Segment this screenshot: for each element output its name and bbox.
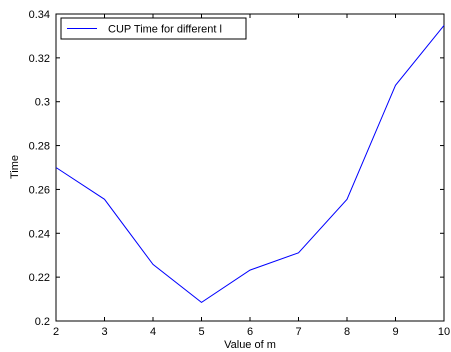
y-tick-label: 0.24: [29, 228, 50, 240]
x-axis-label: Value of m: [224, 339, 276, 351]
x-tick-label: 7: [295, 326, 301, 338]
axis-ticks: [55, 13, 445, 322]
y-tick-label: 0.26: [29, 184, 50, 196]
x-tick-label: 8: [344, 326, 350, 338]
y-tick-label: 0.22: [29, 272, 50, 284]
x-tick-label: 4: [150, 326, 156, 338]
x-tick-label: 2: [53, 326, 59, 338]
legend: CUP Time for different l: [60, 17, 247, 40]
x-tick-label: 5: [198, 326, 204, 338]
y-tick-label: 0.32: [29, 53, 50, 65]
series-layer: [55, 25, 445, 303]
y-tick-label: 0.34: [29, 9, 50, 21]
legend-box: [60, 17, 247, 40]
x-tick-label: 3: [101, 326, 107, 338]
y-tick-label: 0.3: [35, 97, 50, 109]
x-tick-label: 9: [392, 326, 398, 338]
axis-tick-labels: 2 3 4 5 6 7 8 9 10 0.2 0.22 0.24 0.26 0.28 0.3 0.32 0.34: [29, 9, 451, 338]
x-tick-label: 10: [438, 326, 450, 338]
plot-area: [55, 13, 445, 322]
x-tick-label: 6: [247, 326, 253, 338]
y-tick-label: 0.28: [29, 141, 50, 153]
y-axis-label: Time: [9, 155, 21, 179]
legend-entry-label: CUP Time for different l: [108, 24, 222, 36]
y-tick-label: 0.2: [35, 316, 50, 328]
